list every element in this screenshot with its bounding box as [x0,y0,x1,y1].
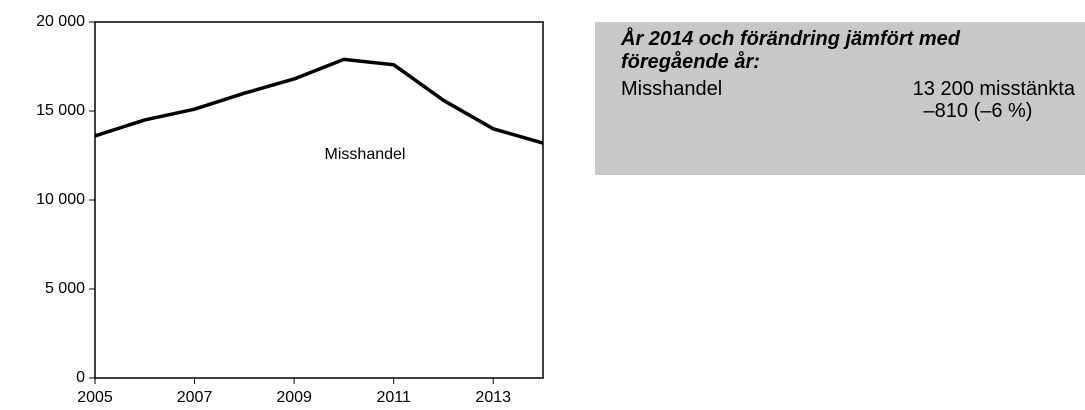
x-tick-label: 2005 [77,389,113,406]
series-line [94,57,544,145]
info-change: –810 (–6 %) [923,100,1033,122]
info-row: Misshandel 13 200 misstänkta –810 (–6 %) [621,78,1085,122]
y-tick-label: 0 [76,369,85,386]
x-tick-label: 2013 [475,389,511,406]
x-tick-label: 2007 [177,389,213,406]
plot-frame [94,21,544,379]
info-box: År 2014 och förändring jämfört med föreg… [595,22,1085,175]
y-tick-label: 20 000 [36,13,85,30]
chart: 0 5 000 10 000 15 000 20 000 2005 2007 2009 2011… [36,13,544,406]
x-tick-label: 2011 [376,389,411,406]
y-tick-label: 5 000 [45,280,85,297]
series-label: Misshandel [325,146,406,163]
info-value: 13 200 misstänkta [912,78,1075,100]
x-tick-label: 2009 [276,389,312,406]
y-tick-label: 15 000 [36,102,85,119]
info-title: År 2014 och förändring jämfört med föreg… [621,28,960,73]
info-label: Misshandel [621,78,723,100]
info-values: 13 200 misstänkta –810 (–6 %) [861,78,1075,122]
y-tick-label: 10 000 [36,191,85,208]
